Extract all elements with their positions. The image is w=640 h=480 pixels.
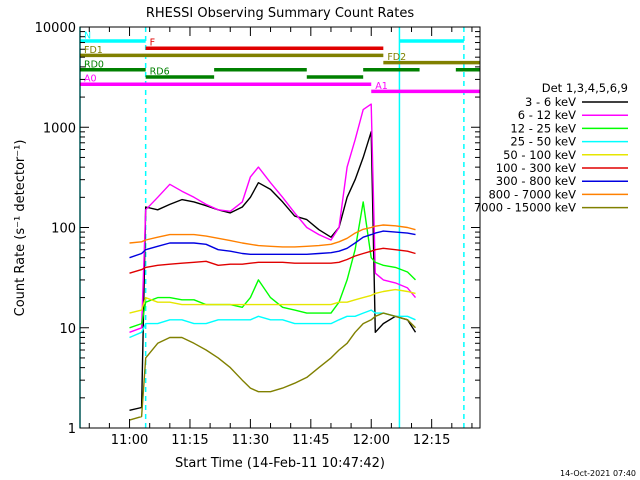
y-axis-label: Count Rate (s⁻¹ detector⁻¹) [13,140,28,317]
flag-label: A0 [84,74,97,85]
flag-label: FD2 [387,52,406,63]
series-line [129,309,416,339]
flag-label: RD0 [84,59,104,70]
x-axis-label: Start Time (14-Feb-11 10:47:42) [175,456,385,471]
y-tick-label: 1 [68,422,76,437]
legend-label: 50 - 100 keV [503,148,576,162]
series-line [129,103,417,333]
timestamp: 14-Oct-2021 07:40 [560,469,636,478]
flag-label: RD6 [150,67,170,78]
series-line [129,312,416,421]
flag-label: N [84,31,91,42]
legend-label: 25 - 50 keV [510,135,576,149]
series-line [129,224,416,248]
legend-label: 7000 - 15000 keV [474,201,576,215]
x-tick-label: 12:15 [413,433,450,448]
flag-label: FD1 [84,45,103,56]
x-tick-label: 11:30 [232,433,269,448]
x-tick-label: 11:15 [171,433,208,448]
legend-label: 6 - 12 keV [518,108,576,122]
flag-label: A1 [375,81,388,92]
series-line [129,131,417,411]
y-tick-label: 1000 [43,121,76,136]
x-tick-label: 12:00 [353,433,390,448]
y-tick-label: 100 [51,222,76,237]
legend-label: 300 - 800 keV [496,174,576,188]
series-line [129,230,416,259]
legend-label: 800 - 7000 keV [488,187,576,201]
series-line [129,247,416,274]
flag-label: F [150,38,155,49]
x-tick-label: 11:45 [292,433,329,448]
legend-label: 3 - 6 keV [525,95,576,109]
series-line [129,201,416,329]
legend-label: 100 - 300 keV [496,161,576,175]
y-tick-label: 10000 [35,21,76,36]
plot-frame [79,26,481,429]
y-tick-label: 10 [59,322,76,337]
plot-area: N F FD1 FD2 RD0 RD6 A0 A1 [79,27,480,428]
chart-title: RHESSI Observing Summary Count Rates [146,6,415,21]
axes: 1 10 100 1000 10000 11:00 11:15 11:30 11:45 12:00… [35,21,481,448]
series-line [129,288,416,314]
legend-title: Det 1,3,4,5,6,9 [542,81,628,95]
legend-label: 12 - 25 keV [510,121,576,135]
x-tick-label: 11:00 [111,433,148,448]
